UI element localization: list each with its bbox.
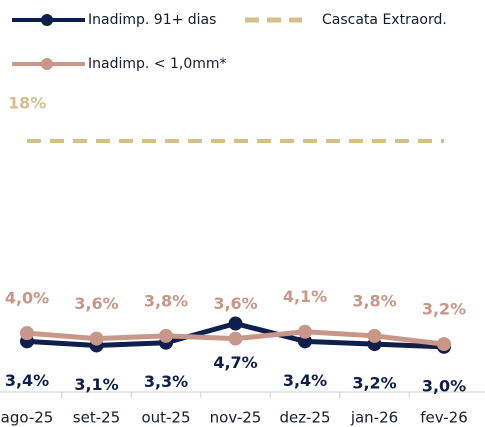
data-label: 3,6%	[213, 294, 257, 313]
x-tick-label: out-25	[141, 409, 190, 427]
data-point	[20, 326, 34, 341]
data-label: 3,2%	[352, 374, 396, 393]
data-label: 3,4%	[5, 371, 49, 390]
x-tick-label: jan-26	[350, 409, 398, 427]
data-label: 3,1%	[74, 375, 118, 394]
data-point	[367, 328, 382, 343]
data-label: 3,8%	[352, 291, 396, 310]
data-label: 3,6%	[74, 294, 118, 313]
legend-marker	[41, 58, 53, 70]
legend-label: Inadimp. 91+ dias	[88, 12, 216, 28]
legend-label: Inadimp. < 1,0mm*	[88, 56, 227, 72]
data-label: 4,1%	[283, 287, 327, 306]
data-label: 3,4%	[283, 371, 327, 390]
data-point	[437, 337, 451, 352]
data-label: 4,7%	[213, 353, 257, 372]
data-point	[228, 316, 243, 331]
legend-label: Cascata Extraord.	[322, 12, 447, 28]
x-tick-label: fev-26	[420, 409, 467, 427]
x-tick-label: ago-25	[1, 409, 54, 427]
x-tick-label: nov-25	[210, 409, 262, 427]
data-point	[159, 328, 173, 343]
data-point	[298, 334, 312, 349]
data-point	[298, 324, 312, 339]
data-label: 3,0%	[422, 376, 466, 395]
legend-marker	[41, 14, 53, 26]
data-label: 4,0%	[5, 289, 49, 308]
data-point	[228, 331, 243, 346]
data-label: 3,2%	[422, 300, 466, 319]
x-tick-label: set-25	[73, 409, 120, 427]
data-label: 3,3%	[144, 372, 188, 391]
data-point	[89, 331, 104, 346]
x-tick-label: dez-25	[279, 409, 330, 427]
data-label: 3,8%	[144, 291, 188, 310]
data-label: 18%	[8, 94, 46, 113]
